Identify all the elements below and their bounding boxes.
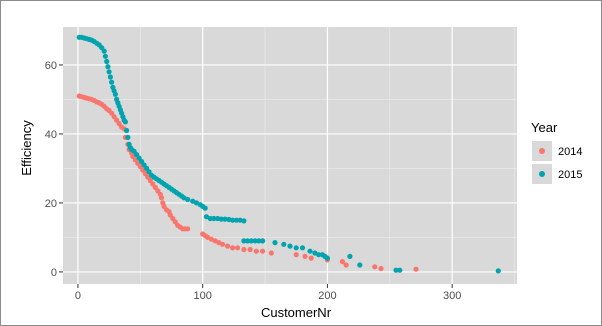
data-point-2014 [343, 262, 349, 268]
x-axis-title: CustomerNr [261, 305, 332, 320]
data-point-2015 [252, 238, 258, 244]
data-point-2015 [102, 53, 108, 59]
legend-marker-2015 [539, 171, 545, 177]
data-point-2015 [101, 48, 107, 54]
data-point-2015 [287, 243, 293, 249]
legend-marker-2014 [539, 148, 545, 154]
data-point-2014 [158, 195, 165, 201]
data-point-2014 [260, 248, 266, 254]
data-point-2015 [124, 127, 130, 134]
data-point-2015 [112, 91, 118, 97]
data-point-2014 [339, 259, 345, 265]
data-point-2015 [233, 217, 239, 223]
data-point-2015 [109, 79, 115, 85]
data-point-2015 [299, 245, 306, 251]
data-point-2014 [378, 265, 384, 272]
x-tick-label: 100 [194, 290, 212, 302]
data-point-2015 [260, 238, 266, 244]
data-point-2015 [393, 267, 399, 273]
data-point-2015 [202, 205, 208, 211]
data-point-2015 [347, 253, 353, 259]
data-point-2014 [293, 252, 299, 258]
y-axis-title: Efficiency [19, 120, 34, 176]
data-point-2014 [185, 226, 191, 232]
y-tick-label: 0 [51, 267, 57, 279]
ticks-layer: 0 100 200 300 0 20 40 60 [45, 60, 462, 302]
data-point-2015 [105, 64, 111, 70]
data-point-2014 [235, 245, 241, 251]
data-point-2015 [104, 58, 110, 65]
data-point-2014 [308, 255, 314, 261]
data-point-2015 [218, 216, 224, 222]
data-point-2014 [230, 245, 236, 251]
y-tick-label: 60 [45, 60, 57, 72]
data-point-2015 [207, 215, 213, 222]
x-tick-label: 200 [318, 290, 336, 302]
data-point-2015 [256, 238, 262, 244]
data-point-2015 [185, 196, 191, 203]
y-tick-label: 40 [45, 129, 57, 141]
data-point-2015 [222, 216, 228, 222]
data-point-2015 [281, 241, 287, 247]
data-point-2015 [106, 69, 112, 75]
y-tick-label: 20 [45, 198, 57, 210]
points-layer [76, 34, 501, 274]
data-point-2014 [372, 264, 378, 270]
legend-label-2014: 2014 [558, 146, 582, 158]
data-point-2015 [241, 238, 247, 244]
legend-title: Year [531, 120, 558, 135]
data-point-2015 [245, 238, 251, 244]
data-point-2014 [241, 246, 247, 253]
data-point-2015 [272, 240, 278, 246]
data-point-2014 [413, 266, 419, 272]
data-point-2015 [495, 268, 501, 274]
data-point-2015 [248, 238, 254, 244]
data-point-2014 [225, 243, 231, 249]
legend: Year 2014 2015 [531, 120, 582, 184]
data-point-2015 [107, 74, 113, 80]
data-point-2014 [220, 241, 226, 247]
data-point-2015 [293, 245, 299, 251]
legend-label-2015: 2015 [558, 169, 582, 181]
data-point-2015 [357, 262, 363, 268]
x-tick-label: 0 [75, 290, 81, 302]
data-point-2015 [125, 134, 131, 140]
data-point-2015 [316, 252, 322, 258]
data-point-2014 [302, 253, 308, 259]
data-point-2015 [241, 218, 247, 224]
x-tick-label: 300 [443, 290, 461, 302]
data-point-2014 [268, 250, 274, 256]
data-point-2015 [122, 119, 128, 125]
data-point-2015 [307, 248, 313, 254]
data-point-2014 [253, 248, 259, 254]
data-point-2015 [211, 215, 217, 222]
data-point-2015 [230, 217, 236, 223]
data-point-2015 [397, 267, 403, 273]
data-point-2015 [324, 255, 330, 261]
data-point-2014 [247, 246, 253, 253]
